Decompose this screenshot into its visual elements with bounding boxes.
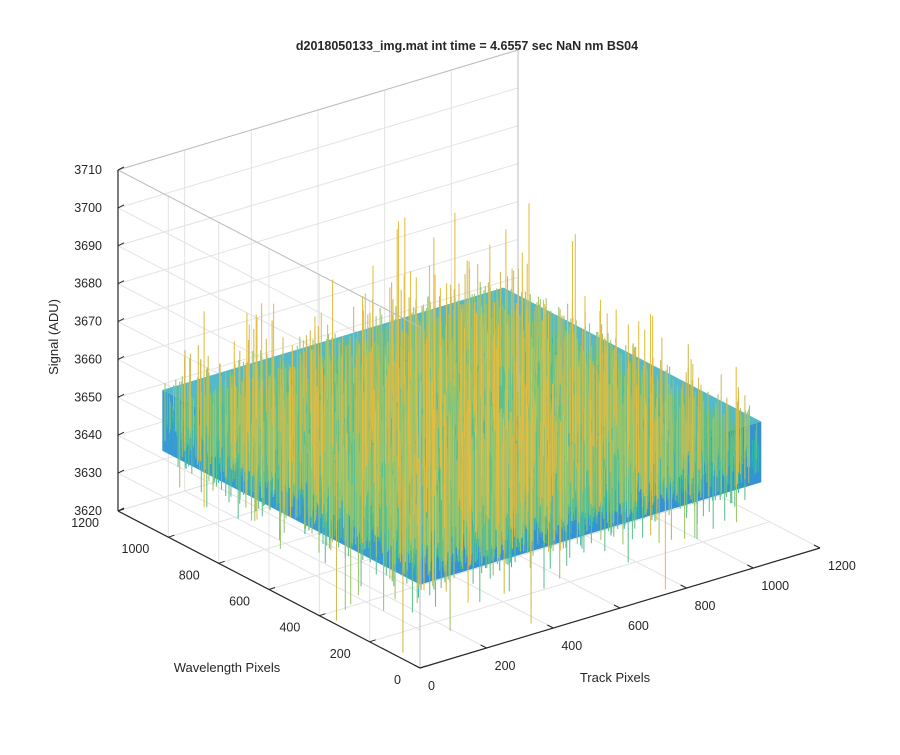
box-back-edge (117, 49, 519, 171)
x-tick-label: 600 (628, 619, 649, 633)
z-tick-mark (117, 355, 125, 360)
z-tick-mark (117, 242, 125, 247)
z-tick-label: 3660 (74, 352, 102, 366)
floor-grid-line-y (369, 521, 770, 643)
right-wall-grid-line-z (117, 238, 519, 360)
x-tick-label: 0 (428, 679, 435, 693)
y-tick-label: 200 (330, 647, 351, 661)
x-tick-label: 1200 (828, 559, 856, 573)
x-axis-label: Track Pixels (580, 670, 651, 685)
right-wall-grid-line-z (117, 163, 519, 285)
x-tick-label: 1000 (761, 579, 789, 593)
floor-grid-line-y (319, 495, 720, 617)
z-tick-mark (117, 469, 125, 474)
z-tick-label: 3650 (74, 390, 102, 404)
z-tick-mark (117, 204, 125, 209)
z-tick-mark (117, 166, 125, 171)
z-axis-ticks: 3620 3630 3640 3650 3660 3670 3680 3690 3700 3710 (74, 163, 125, 518)
surface-strands-7 (203, 203, 737, 603)
z-tick-label: 3710 (74, 163, 102, 177)
left-wall-grid-line-z (117, 434, 421, 593)
y-axis-label: Wavelength Pixels (174, 660, 281, 675)
x-tick-label: 200 (495, 659, 516, 673)
y-tick-label: 800 (179, 568, 200, 582)
box-back-edge (117, 169, 421, 328)
surface-plot (162, 203, 762, 653)
z-tick-label: 3630 (74, 466, 102, 480)
x-tick-mark (480, 644, 487, 649)
x-tick-mark (680, 584, 687, 589)
z-tick-label: 3670 (74, 315, 102, 329)
x-tick-mark (413, 664, 421, 669)
z-tick-mark (117, 318, 125, 323)
y-tick-label: 400 (279, 621, 300, 635)
x-tick-mark (547, 624, 554, 629)
chart-title: d2018050133_img.mat int time = 4.6557 se… (296, 39, 638, 53)
left-wall-grid-line-z (117, 472, 421, 631)
z-tick-label: 3680 (74, 277, 102, 291)
x-axis-ticks: 0 200 400 600 800 1000 1200 (413, 544, 856, 693)
z-axis-label: Signal (ADU) (46, 299, 61, 375)
y-tick-mark (117, 508, 125, 512)
z-tick-label: 3700 (74, 201, 102, 215)
x-tick-mark (613, 604, 621, 609)
right-wall-grid-line-z (117, 201, 519, 323)
x-tick-mark (813, 544, 821, 549)
y-tick-mark (268, 587, 276, 590)
y-tick-mark (218, 560, 225, 564)
y-tick-mark (369, 639, 376, 643)
z-tick-mark (117, 431, 125, 436)
z-tick-mark (117, 280, 125, 285)
y-tick-label: 0 (394, 673, 401, 687)
y-tick-label: 1200 (71, 516, 99, 530)
y-tick-mark (319, 613, 326, 617)
right-wall-grid-line-z (117, 87, 519, 209)
z-tick-mark (117, 393, 125, 398)
x-tick-label: 400 (561, 639, 582, 653)
right-wall-grid-line-z (117, 125, 519, 247)
z-tick-label: 3620 (74, 504, 102, 518)
x-tick-label: 800 (695, 599, 716, 613)
x-tick-mark (747, 564, 754, 569)
y-tick-mark (168, 534, 175, 538)
z-tick-label: 3640 (74, 428, 102, 442)
z-tick-label: 3690 (74, 239, 102, 253)
y-tick-label: 1000 (122, 542, 150, 556)
y-axis-ticks: 0 200 400 600 800 1000 1200 (71, 508, 427, 687)
y-tick-mark (419, 665, 427, 669)
y-tick-label: 600 (229, 595, 250, 609)
